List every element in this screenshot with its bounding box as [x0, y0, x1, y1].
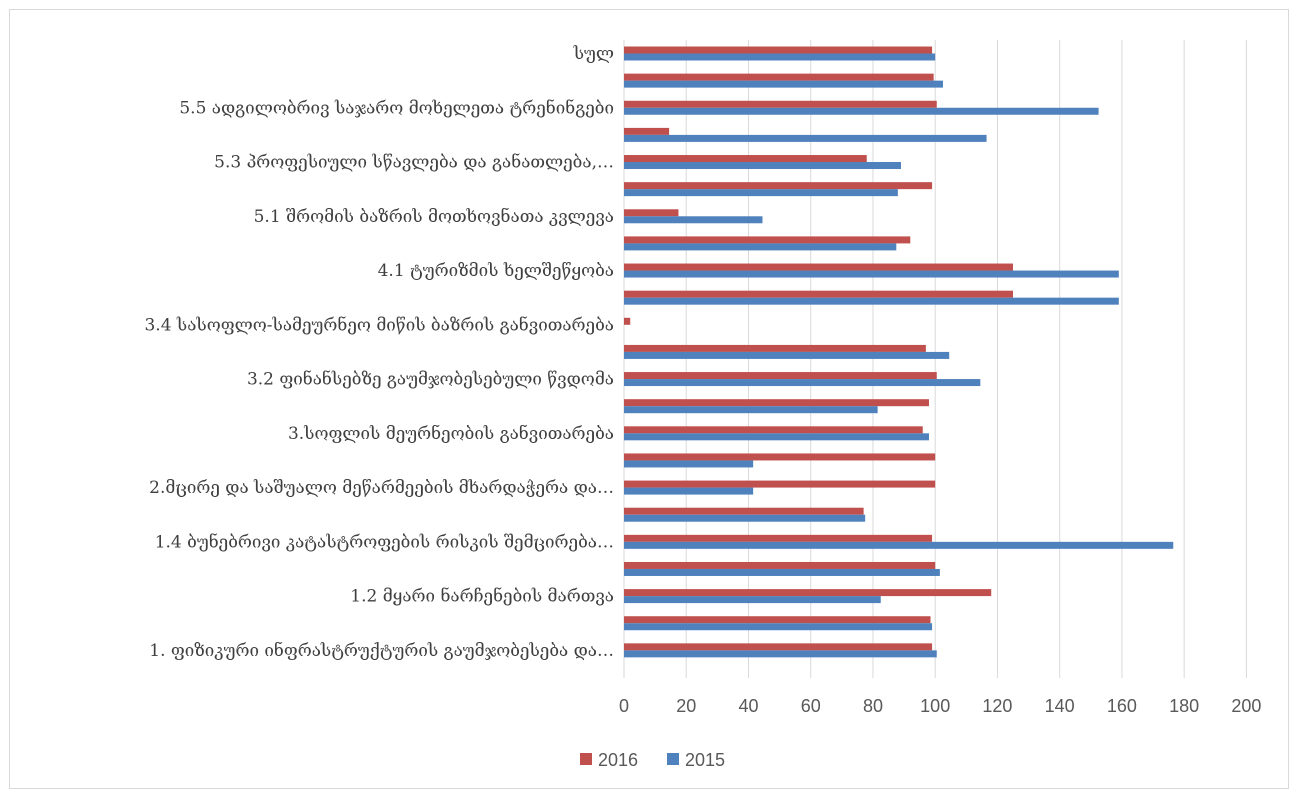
bar-2016-22 [624, 643, 933, 651]
bar-2015-16 [624, 487, 754, 495]
bar-2016-13 [624, 399, 929, 407]
bar-2015-18 [624, 541, 1174, 549]
bar-2016-7 [624, 236, 911, 244]
x-tick-label-60: 60 [801, 696, 821, 716]
x-tick-label-140: 140 [1045, 696, 1075, 716]
category-label-14: 3.სოფლის მეურნეობის განვითარება [288, 424, 614, 444]
bar-2016-14 [624, 426, 923, 434]
bar-2016-8 [624, 263, 1013, 271]
bar-2015-8 [624, 270, 1119, 278]
bar-2015-17 [624, 514, 866, 522]
bar-2015-7 [624, 243, 897, 251]
category-label-16: 2.მცირე და საშუალო მეწარმეების მხარდაჭერ… [149, 478, 614, 498]
bar-2015-14 [624, 433, 929, 441]
x-tick-label-80: 80 [863, 696, 883, 716]
category-label-18: 1.4 ბუნებრივი კატასტროფების რისკის შემცი… [155, 532, 614, 552]
bar-2015-12 [624, 379, 981, 387]
bar-2016-11 [624, 344, 926, 352]
bar-2015-5 [624, 189, 898, 197]
x-axis-tick-labels: 0 20 40 60 80 100 120 140 160 180 200 [619, 696, 1261, 716]
category-label-0: სულ [573, 44, 614, 64]
legend-swatch-2016 [580, 753, 592, 765]
category-label-4: 5.3 პროფესიული სწავლება და განათლება,… [214, 153, 614, 173]
bar-2016-17 [624, 507, 864, 515]
bar-2015-19 [624, 568, 940, 576]
category-label-10: 3.4 სასოფლო-სამეურნეო მიწის ბაზრის განვი… [144, 315, 614, 335]
legend-label-2016: 2016 [598, 750, 638, 770]
bar-2015-1 [624, 80, 943, 88]
bar-2015-3 [624, 134, 987, 142]
bar-2015-0 [624, 53, 936, 61]
legend-swatch-2015 [667, 753, 679, 765]
bar-2016-10 [624, 317, 631, 325]
bar-2015-15 [624, 460, 754, 468]
bar-2016-18 [624, 534, 933, 542]
category-label-8: 4.1 ტურიზმის ხელშეწყობა [378, 261, 614, 281]
x-tick-label-200: 200 [1231, 696, 1261, 716]
category-label-22: 1. ფიზიკური ინფრასტრუქტურის გაუმჯობესება… [149, 641, 614, 661]
bar-2016-1 [624, 73, 934, 81]
bar-2015-2 [624, 107, 1099, 115]
category-label-20: 1.2 მყარი ნარჩენების მართვა [350, 587, 614, 607]
bar-2016-21 [624, 616, 931, 624]
x-tick-label-160: 160 [1107, 696, 1137, 716]
bar-2015-22 [624, 650, 937, 658]
bar-2015-9 [624, 297, 1119, 305]
x-tick-label-100: 100 [920, 696, 950, 716]
bar-2016-9 [624, 290, 1013, 298]
x-tick-label-180: 180 [1169, 696, 1199, 716]
x-tick-label-20: 20 [676, 696, 696, 716]
category-labels: სულ 5.5 ადგილობრივ საჯარო მოხელეთა ტრენინ… [144, 44, 614, 661]
bar-2016-5 [624, 182, 933, 190]
bars [624, 46, 1174, 658]
bar-2016-19 [624, 561, 936, 569]
category-label-2: 5.5 ადგილობრივ საჯარო მოხელეთა ტრენინგებ… [179, 98, 614, 118]
category-label-12: 3.2 ფინანსებზე გაუმჯობესებული წვდომა [247, 370, 614, 390]
bar-2015-11 [624, 351, 950, 359]
x-tick-label-0: 0 [619, 696, 629, 716]
bar-2016-12 [624, 372, 937, 380]
bar-2015-13 [624, 406, 878, 414]
bar-2015-6 [624, 216, 763, 224]
category-label-6: 5.1 შრომის ბაზრის მოთხოვნათა კვლევა [254, 207, 614, 227]
bar-2016-15 [624, 453, 936, 461]
bar-2016-20 [624, 589, 992, 597]
bar-2015-20 [624, 596, 881, 604]
x-tick-label-120: 120 [982, 696, 1012, 716]
legend-label-2015: 2015 [685, 750, 725, 770]
bar-2016-4 [624, 155, 867, 163]
legend: 2016 2015 [580, 750, 725, 770]
bar-2016-16 [624, 480, 936, 488]
bar-2015-4 [624, 162, 901, 170]
x-tick-label-40: 40 [738, 696, 758, 716]
bar-2016-0 [624, 46, 933, 54]
bar-2015-21 [624, 623, 933, 631]
bar-2016-3 [624, 127, 670, 135]
bar-2016-2 [624, 100, 937, 108]
bar-2016-6 [624, 209, 679, 217]
